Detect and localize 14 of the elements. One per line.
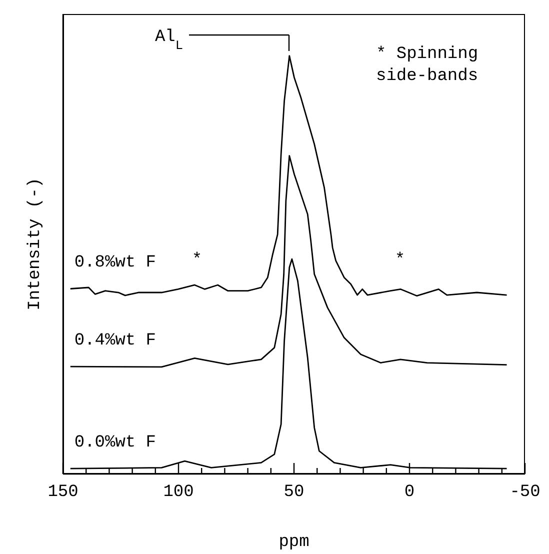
x-tick-label: 50 — [284, 483, 304, 502]
x-tick-label: 100 — [163, 483, 194, 502]
series-label: 0.0%wt F — [74, 434, 156, 453]
x-tick-label: -50 — [510, 483, 540, 502]
series-label: 0.8%wt F — [74, 254, 156, 273]
series-label: 0.4%wt F — [74, 332, 156, 351]
text: Al$_{L}$ — [154, 28, 183, 52]
x-tick-label: 0 — [404, 483, 415, 502]
x-axis-title: ppm — [278, 533, 310, 552]
y-axis-title: Intensity (-) — [26, 178, 46, 310]
x-tick-label: 150 — [48, 483, 78, 502]
annotation: * Spinning side-bands — [376, 45, 478, 86]
annotation: * — [192, 251, 202, 270]
annotation: * — [394, 251, 406, 270]
